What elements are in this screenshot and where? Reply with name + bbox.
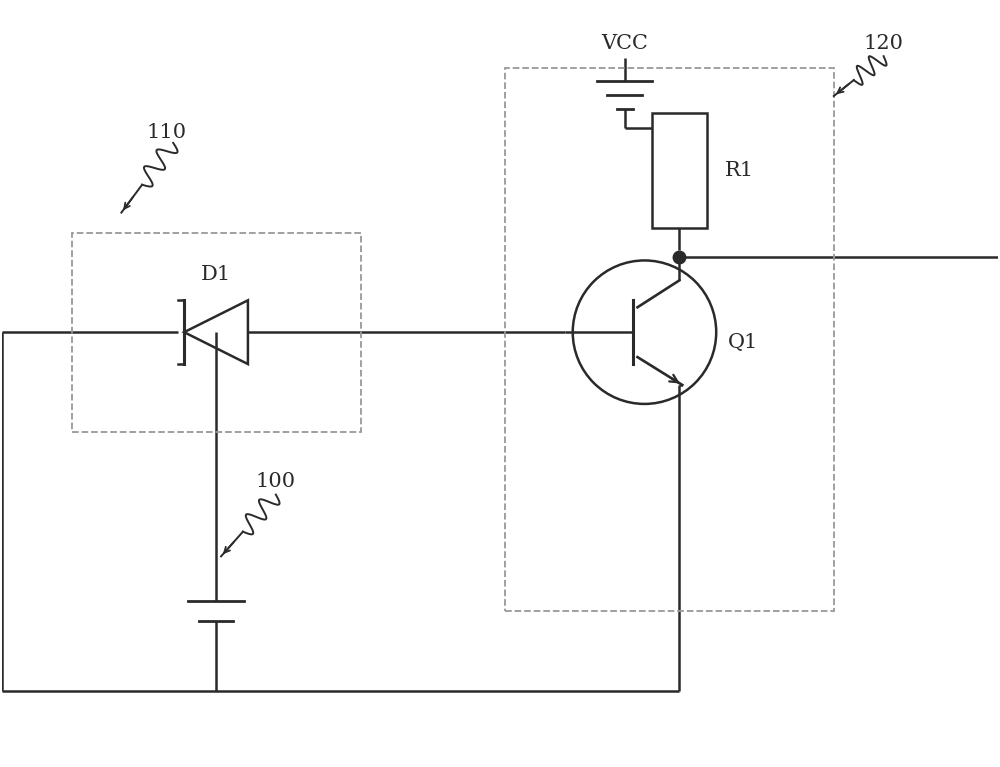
Bar <box>652 113 707 228</box>
Text: R1: R1 <box>725 161 754 179</box>
Text: Q1: Q1 <box>728 333 759 351</box>
Bar <box>505 68 834 611</box>
Text: VCC: VCC <box>601 35 648 53</box>
Text: 100: 100 <box>256 472 296 491</box>
Text: D1: D1 <box>201 265 231 285</box>
Text: 110: 110 <box>146 123 186 143</box>
Text: 120: 120 <box>864 34 904 53</box>
Bar <box>72 232 361 432</box>
